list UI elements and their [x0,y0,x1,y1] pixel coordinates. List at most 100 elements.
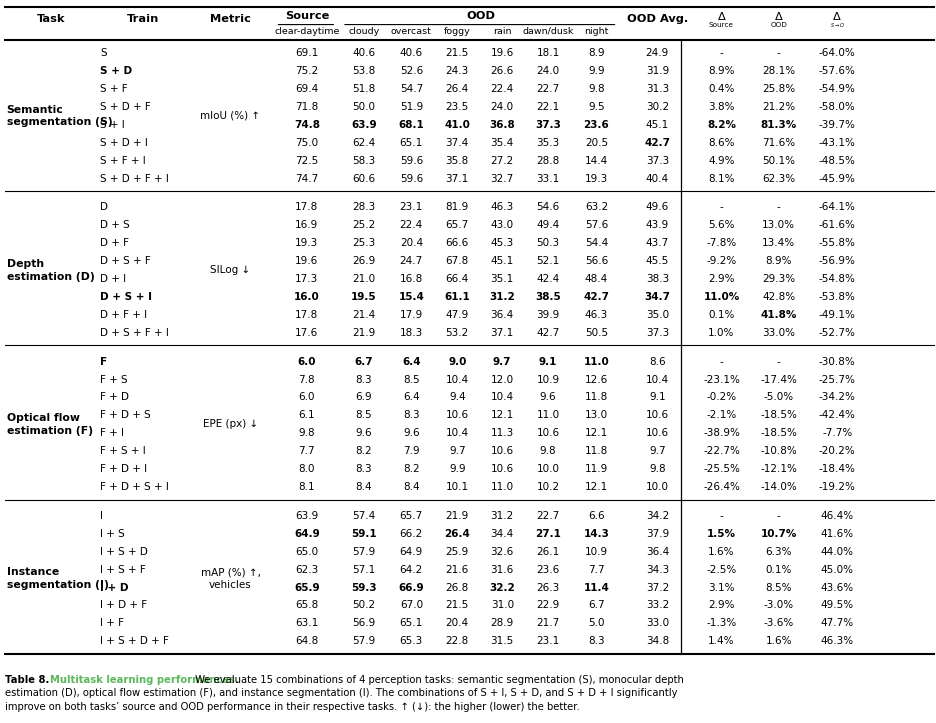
Text: 30.2: 30.2 [645,102,668,112]
Text: 8.6: 8.6 [649,356,665,367]
Text: 59.3: 59.3 [351,583,376,593]
Text: -5.0%: -5.0% [763,393,793,403]
Text: 4.9%: 4.9% [708,155,734,166]
Text: -58.0%: -58.0% [818,102,855,112]
Text: 59.1: 59.1 [351,529,376,539]
Text: 46.4%: 46.4% [820,511,853,521]
Text: 7.7: 7.7 [588,565,604,575]
Text: 62.4: 62.4 [352,138,375,148]
Text: -7.8%: -7.8% [706,239,736,248]
Text: S + F + I: S + F + I [100,155,146,166]
Text: 49.5%: 49.5% [820,601,853,610]
Text: D: D [100,202,109,213]
Text: 66.4: 66.4 [446,274,468,284]
Text: 58.3: 58.3 [352,155,375,166]
Text: 9.9: 9.9 [448,464,465,474]
Text: foggy: foggy [444,27,470,35]
Text: 8.1%: 8.1% [708,174,734,184]
Text: F + D + S: F + D + S [100,411,151,420]
Text: 10.6: 10.6 [536,428,559,438]
Text: 50.1%: 50.1% [761,155,795,166]
Text: -: - [719,511,723,521]
Text: D + S: D + S [100,221,130,231]
Text: 56.6: 56.6 [584,256,607,266]
Text: -48.5%: -48.5% [818,155,855,166]
Text: 19.6: 19.6 [490,48,513,59]
Text: 24.0: 24.0 [536,66,559,76]
Text: -22.7%: -22.7% [702,446,739,456]
Text: 18.1: 18.1 [536,48,559,59]
Text: 41.0: 41.0 [444,120,470,130]
Text: 24.3: 24.3 [446,66,468,76]
Text: 65.1: 65.1 [400,138,422,148]
Text: 22.4: 22.4 [400,221,422,231]
Text: 13.4%: 13.4% [761,239,795,248]
Text: 74.7: 74.7 [295,174,318,184]
Text: 6.7: 6.7 [588,601,604,610]
Text: 9.8: 9.8 [649,464,665,474]
Text: -12.1%: -12.1% [759,464,797,474]
Text: 34.2: 34.2 [645,511,668,521]
Text: 36.4: 36.4 [645,547,668,557]
Text: 42.7: 42.7 [536,328,559,338]
Text: 21.4: 21.4 [352,310,375,320]
Text: -19.2%: -19.2% [818,482,855,492]
Text: 31.3: 31.3 [645,84,668,94]
Text: 65.3: 65.3 [400,636,422,646]
Text: 26.4: 26.4 [444,529,470,539]
Text: 54.7: 54.7 [400,84,422,94]
Text: 10.6: 10.6 [490,464,513,474]
Text: 10.6: 10.6 [645,428,668,438]
Text: 34.7: 34.7 [644,292,669,302]
Text: 9.8: 9.8 [588,84,604,94]
Text: 25.2: 25.2 [352,221,375,231]
Text: 31.5: 31.5 [490,636,513,646]
Text: 8.9%: 8.9% [708,66,734,76]
Text: 12.1: 12.1 [584,482,607,492]
Text: 8.9%: 8.9% [765,256,791,266]
Text: 50.2: 50.2 [352,601,375,610]
Text: 8.1: 8.1 [299,482,314,492]
Text: $_{S\rightarrow O}$: $_{S\rightarrow O}$ [828,21,844,30]
Text: 16.8: 16.8 [400,274,422,284]
Text: 67.8: 67.8 [446,256,468,266]
Text: 25.9: 25.9 [446,547,468,557]
Text: 66.2: 66.2 [400,529,422,539]
Text: -39.7%: -39.7% [818,120,855,130]
Text: 5.6%: 5.6% [708,221,734,231]
Text: overcast: overcast [390,27,431,35]
Text: Depth
estimation (D): Depth estimation (D) [7,259,95,281]
Text: 65.8: 65.8 [295,601,318,610]
Text: -10.8%: -10.8% [759,446,797,456]
Text: 20.5: 20.5 [584,138,607,148]
Text: 15.4: 15.4 [398,292,424,302]
Text: -0.2%: -0.2% [706,393,736,403]
Text: 17.3: 17.3 [295,274,318,284]
Text: 24.0: 24.0 [490,102,513,112]
Text: -: - [719,202,723,213]
Text: S + F: S + F [100,84,127,94]
Text: 23.1: 23.1 [400,202,422,213]
Text: 26.8: 26.8 [446,583,468,593]
Text: -9.2%: -9.2% [706,256,736,266]
Text: -25.5%: -25.5% [702,464,739,474]
Text: 10.4: 10.4 [446,428,468,438]
Text: 19.5: 19.5 [351,292,376,302]
Text: 35.8: 35.8 [446,155,468,166]
Text: 32.6: 32.6 [490,547,513,557]
Text: 8.6%: 8.6% [708,138,734,148]
Text: -18.5%: -18.5% [759,411,797,420]
Text: -64.0%: -64.0% [818,48,855,59]
Text: 25.3: 25.3 [352,239,375,248]
Text: 10.0: 10.0 [536,464,559,474]
Text: 2.9%: 2.9% [708,274,734,284]
Text: 8.5: 8.5 [356,411,372,420]
Text: 54.4: 54.4 [584,239,607,248]
Text: -: - [719,356,723,367]
Text: 42.4: 42.4 [536,274,559,284]
Text: 1.6%: 1.6% [765,636,791,646]
Text: 28.3: 28.3 [352,202,375,213]
Text: 68.1: 68.1 [398,120,424,130]
Text: 29.3%: 29.3% [761,274,795,284]
Text: 65.9: 65.9 [294,583,319,593]
